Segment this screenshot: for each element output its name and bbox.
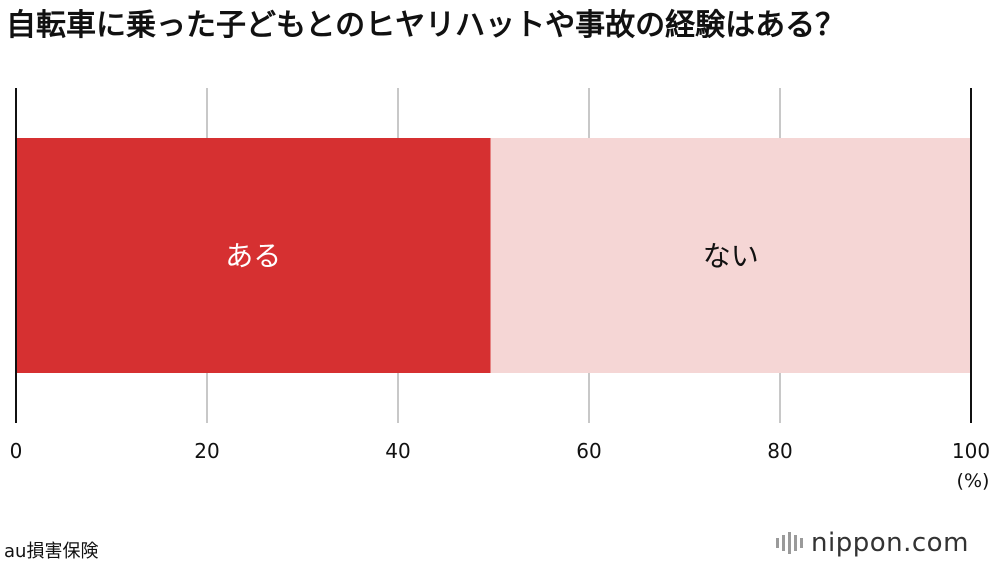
logo-text: nippon.com [811, 528, 969, 558]
tick-label: 20 [194, 439, 219, 463]
bar-segment [490, 138, 971, 373]
chart: 0 20 40 60 80 100 (%) ある ない [10, 88, 990, 493]
bar-label: ある [225, 240, 281, 273]
tick-label: 100 [952, 439, 990, 463]
source-label: au損害保険 [4, 541, 99, 562]
tick-label: 60 [576, 439, 601, 463]
labels: 0 20 40 60 80 100 (%) ある ない [10, 240, 990, 493]
bar-label: ない [703, 240, 759, 273]
bar-segment [16, 138, 491, 373]
logo-bars-icon [776, 532, 803, 554]
bars [16, 138, 971, 373]
axis-unit-label: (%) [957, 470, 990, 492]
tick-label: 80 [767, 439, 792, 463]
nippon-logo: nippon.com [776, 528, 969, 558]
tick-label: 0 [10, 439, 23, 463]
chart-title: 自転車に乗った子どもとのヒヤリハットや事故の経験はある？ [6, 8, 846, 43]
axis [15, 88, 972, 423]
tick-label: 40 [385, 439, 410, 463]
